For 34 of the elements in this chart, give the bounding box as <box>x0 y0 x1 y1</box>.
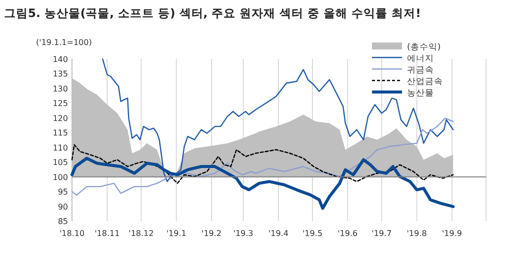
x-tick-label: '19.8 <box>406 229 427 238</box>
y-tick-label: 125 <box>52 99 68 108</box>
x-tick-label: '19.7 <box>372 229 392 238</box>
chart-title: 그림5. 농산물(곡물, 소프트 등) 섹터, 주요 원자재 섹터 중 올해 수익률 최저! <box>4 6 421 20</box>
line-series <box>70 156 455 210</box>
y-tick-label: 115 <box>52 128 68 138</box>
legend-label: (총수익) <box>407 42 441 52</box>
x-tick-label: '19.3 <box>233 229 254 238</box>
y-tick-label: 120 <box>52 114 68 123</box>
x-tick-label: '18.10 <box>59 229 85 238</box>
x-tick-label: '18.12 <box>128 229 154 238</box>
line-series <box>71 118 454 196</box>
y-tick-label: 85 <box>58 217 68 226</box>
line-series <box>71 144 454 184</box>
y-tick-label: 110 <box>52 143 68 152</box>
legend-label: 농산물 <box>407 88 434 98</box>
y-axis-title: ('19.1.1=100) <box>36 38 92 47</box>
x-tick-label: '19.4 <box>268 229 288 238</box>
legend-label: 에너지 <box>407 54 434 64</box>
x-tick-label: '18.11 <box>94 229 120 238</box>
x-tick-label: '19.9 <box>442 229 462 238</box>
y-tick-label: 135 <box>52 70 68 79</box>
y-tick-label: 140 <box>52 55 68 64</box>
y-tick-label: 95 <box>58 188 68 197</box>
x-tick-label: '19.6 <box>338 229 358 238</box>
y-tick-label: 100 <box>52 172 68 182</box>
x-tick-label: '19.5 <box>302 229 322 238</box>
y-tick-label: 105 <box>52 158 68 168</box>
x-tick-label: '19.1 <box>166 229 186 238</box>
legend-label: 산업금속 <box>407 77 443 87</box>
x-tick-label: '19.2 <box>202 229 222 238</box>
y-tick-label: 90 <box>58 202 68 212</box>
legend-label: 귀금속 <box>407 66 434 76</box>
y-tick-label: 130 <box>52 84 68 94</box>
